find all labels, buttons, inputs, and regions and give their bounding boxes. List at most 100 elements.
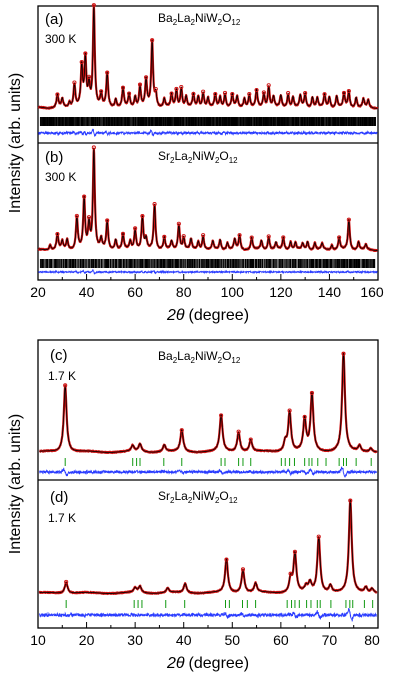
panel-a-observed-peak-point [191,91,196,96]
panel-a-observed-peak-point [303,91,308,96]
top-x-tick-label-40: 40 [79,284,95,300]
bottom-x-axis-unit: (degree) [189,655,249,672]
panel-d-observed-peak-point [224,557,229,562]
panel-d-observed-peak-point [348,498,353,503]
panel-b-observed-peak-point [152,202,157,207]
panel-a-observed-peak-point [86,74,92,79]
top-x-tick-label-160: 160 [360,284,384,300]
top-x-tick-label-80: 80 [176,284,192,300]
panel-a-observed-peak-point [83,51,88,56]
bottom-x-axis-label: 2θ (degree) [166,655,249,672]
panel-b-formula: Sr2La2NiW2O12 [158,149,238,165]
panel-a-difference-curve [38,128,378,137]
bottom-x-tick-label-60: 60 [273,632,289,648]
bottom-chart: 10 20 30 40 50 60 70 80 2θ (degree) Inten… [7,339,380,672]
panel-d: (d) 1.7 K Sr2La2NiW2O12 [38,489,378,622]
panel-d-observed-pattern [38,499,378,596]
bottom-plot-frame [37,339,379,629]
panel-d-bragg-reflections [65,600,374,608]
panel-a-observed-peak-point [99,89,104,94]
panel-c-bragg-reflections [64,458,372,466]
panel-d-calculated-pattern [39,500,377,594]
panel-c-formula: Ba2La2NiW2O12 [158,349,241,365]
bottom-y-axis-label: Intensity (arb. units) [7,414,24,555]
panel-b-observed-peak-point [281,235,286,240]
panel-a-observed-peak-point [346,88,351,94]
bottom-x-tick-labels: 10 20 30 40 50 60 70 80 [30,632,380,648]
panel-a-observed-peak-point [254,88,259,93]
panel-a-observed-peak-point [230,92,235,97]
panel-b-observed-peak-point [120,231,126,236]
panel-b-calculated-pattern [38,148,378,251]
panel-a-observed-peak-point [286,91,291,96]
panel-b-observed-peak-point [82,194,87,199]
panel-b-observed-peak-point [176,221,181,226]
top-x-tick-label-140: 140 [318,284,342,300]
panel-b-observed-peak-point [91,145,96,150]
top-x-axis-unit: (degree) [189,307,249,324]
panel-a-observed-peak-point [120,85,126,90]
top-y-axis-label: Intensity (arb. units) [7,73,24,214]
panel-a-observed-peak-point [144,75,149,80]
panel-c-observed-peak-point [248,437,253,442]
panel-b-observed-peak-point [74,213,79,218]
top-x-ticks [37,274,379,280]
panel-c-observed-peak-point [179,428,184,433]
panel-a: (a) 300 K Ba2La2NiW2O12 [37,3,379,137]
panel-d-observed-peak-point [316,534,321,539]
panel-a-observed-peak-point [150,38,155,43]
panel-b-tag: (b) [45,149,63,166]
bottom-x-tick-label-80: 80 [364,632,380,648]
panel-a-observed-peak-point [153,86,158,92]
bottom-x-tick-label-20: 20 [79,632,95,648]
panel-b-observed-pattern [37,147,379,253]
panel-c-observed-pattern [38,352,378,455]
panel-a-observed-peak-point [79,59,84,65]
panel-a-observed-peak-point [322,92,327,97]
panel-a-observed-peak-point [213,91,218,97]
panel-a-observed-peak-point [179,85,184,90]
top-x-tick-label-100: 100 [221,284,245,300]
panel-a-observed-peak-point [222,90,228,96]
top-x-tick-labels: 20 40 60 80 100 120 140 160 [30,284,384,300]
bottom-x-tick-label-40: 40 [176,632,192,648]
panel-a-calculated-pattern [38,5,378,109]
panel-b-bragg-reflections [39,259,376,268]
panel-d-temperature: 1.7 K [48,511,76,525]
panel-b-difference-curve [38,268,378,275]
panel-a-observed-peak-point [266,83,271,88]
top-x-tick-label-20: 20 [30,284,46,300]
top-x-tick-label-120: 120 [269,284,293,300]
panel-a-observed-peak-point [201,89,206,94]
panel-b-observed-peak-point [162,234,167,239]
panel-d-tag: (d) [50,489,68,506]
panel-c-calculated-pattern [39,353,377,453]
panel-d-observed-peak-point [64,579,69,584]
panel-a-bragg-reflections [39,117,376,126]
panel-d-observed-peak-point [292,549,297,554]
panel-c-observed-peak-point [236,429,241,434]
panel-b-observed-peak-point [133,226,138,231]
panel-b-observed-peak-point [140,213,145,219]
panel-c-tag: (c) [50,347,68,364]
panel-b-observed-peak-point [249,235,254,240]
panel-d-difference-curve [39,608,377,622]
bottom-x-tick-label-70: 70 [322,632,338,648]
bottom-x-tick-label-10: 10 [30,632,46,648]
panel-b-observed-peak-point [181,234,186,239]
panel-d-observed-peak-point [240,567,246,572]
bottom-x-axis-symbol: 2θ [166,655,185,672]
panel-b-observed-peak-point [105,218,110,223]
panel-c-temperature: 1.7 K [48,369,76,383]
panel-b-temperature: 300 K [45,170,76,184]
top-chart: 20 40 60 80 100 120 140 160 2θ (degree) I… [7,3,384,324]
panel-a-observed-peak-point [55,92,60,97]
panel-d-observed-peak-point [288,571,293,576]
panel-c: (c) 1.7 K Ba2La2NiW2O12 [38,347,378,478]
panel-c-observed-peak-point [287,408,292,413]
panel-a-observed-peak-point [341,90,347,96]
panel-a-observed-peak-point [91,3,96,8]
panel-a-tag: (a) [45,11,63,28]
panel-b: (b) 300 K Sr2La2NiW2O12 [37,145,379,275]
